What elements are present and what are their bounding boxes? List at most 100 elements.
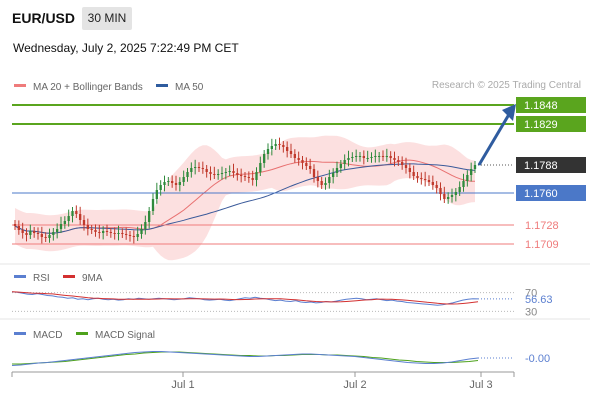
candle-body bbox=[186, 172, 189, 177]
candle-body bbox=[98, 232, 101, 233]
candle-body bbox=[289, 151, 293, 154]
candle-body bbox=[466, 175, 469, 181]
candle-body bbox=[462, 181, 465, 187]
level-label-1.1788: 1.1788 bbox=[524, 160, 558, 172]
candle-body bbox=[389, 156, 392, 158]
rsi-ma-line bbox=[11, 291, 479, 305]
candle-body bbox=[148, 211, 151, 222]
candle-body bbox=[416, 176, 419, 178]
candle-body bbox=[324, 183, 327, 185]
legend-swatch-macd-signal bbox=[76, 332, 88, 335]
timeframe-badge[interactable]: 30 MIN bbox=[82, 7, 132, 30]
candle-body bbox=[140, 229, 143, 234]
candle-body bbox=[266, 149, 270, 154]
candle-body bbox=[282, 145, 285, 147]
level-label-1.1760: 1.1760 bbox=[524, 188, 558, 200]
candle-body bbox=[309, 166, 312, 169]
candle-body bbox=[75, 211, 78, 214]
candle-body bbox=[190, 168, 193, 172]
candle-body bbox=[251, 178, 254, 180]
forecast-arrow-shaft bbox=[477, 110, 513, 166]
candle-body bbox=[228, 171, 231, 172]
research-credit: Research © 2025 Trading Central bbox=[431, 80, 581, 91]
candle-body bbox=[182, 177, 185, 182]
legend-swatch-rsi bbox=[14, 275, 26, 278]
candle-body bbox=[167, 181, 170, 182]
candle-body bbox=[335, 168, 339, 173]
candle-body bbox=[67, 216, 70, 221]
candle-body bbox=[366, 158, 369, 159]
candle-body bbox=[128, 235, 132, 236]
candle-body bbox=[13, 224, 17, 226]
macd-last-value: -0.00 bbox=[525, 353, 550, 365]
candle-body bbox=[36, 233, 40, 234]
candle-body bbox=[316, 177, 319, 181]
candle-body bbox=[213, 174, 216, 175]
legend-label-macd: MACD bbox=[33, 330, 62, 341]
candle-body bbox=[454, 192, 457, 195]
candle-body bbox=[59, 224, 63, 229]
candle-body bbox=[301, 160, 304, 163]
symbol-title: EUR/USD bbox=[12, 10, 76, 26]
candle-body bbox=[132, 236, 135, 237]
candle-body bbox=[155, 190, 158, 199]
candle-body bbox=[236, 173, 239, 175]
candle-body bbox=[347, 158, 350, 160]
candle-body bbox=[397, 160, 400, 162]
candle-body bbox=[163, 182, 166, 185]
candle-body bbox=[243, 176, 247, 177]
forecast-arrow-head bbox=[502, 104, 516, 121]
macd-line bbox=[11, 351, 479, 366]
candle-body bbox=[427, 180, 431, 182]
candle-body bbox=[25, 233, 28, 235]
candle-body bbox=[370, 157, 373, 158]
candle-body bbox=[293, 154, 296, 158]
candle-body bbox=[443, 194, 446, 199]
candle-body bbox=[312, 169, 316, 177]
candle-body bbox=[144, 222, 147, 229]
rsi-last-value: 56.63 bbox=[525, 294, 553, 306]
level-label-1.1709: 1.1709 bbox=[525, 239, 559, 251]
candle-body bbox=[29, 231, 32, 235]
rsi-level-label: 30 bbox=[525, 306, 537, 318]
candle-body bbox=[263, 154, 266, 163]
candle-body bbox=[220, 173, 224, 174]
candle-body bbox=[343, 160, 346, 164]
legend-label-rsi: RSI bbox=[33, 273, 50, 284]
bollinger-band bbox=[15, 135, 475, 261]
legend-swatch-ma50 bbox=[156, 84, 168, 87]
candle-body bbox=[121, 233, 124, 234]
legend-swatch-9ma bbox=[63, 275, 75, 278]
candle-body bbox=[232, 171, 235, 173]
candle-body bbox=[17, 226, 20, 230]
candle-body bbox=[447, 197, 450, 199]
candle-body bbox=[209, 172, 212, 174]
legend-swatch-ma20 bbox=[14, 84, 26, 87]
candle-body bbox=[44, 237, 47, 238]
candle-body bbox=[339, 164, 342, 168]
candle-body bbox=[109, 232, 112, 233]
legend-label-macd-signal: MACD Signal bbox=[95, 330, 155, 341]
candle-body bbox=[274, 144, 277, 146]
candle-body bbox=[320, 181, 323, 185]
candle-body bbox=[404, 165, 408, 168]
candle-body bbox=[174, 183, 178, 185]
candle-body bbox=[102, 231, 105, 233]
candle-body bbox=[117, 233, 120, 234]
candle-body bbox=[332, 173, 335, 177]
candle-body bbox=[408, 168, 411, 172]
legend-label-ma20: MA 20 + Bollinger Bands bbox=[33, 82, 143, 93]
candle-body bbox=[21, 230, 24, 233]
candle-body bbox=[90, 229, 93, 230]
candle-body bbox=[473, 165, 477, 169]
candle-body bbox=[105, 231, 109, 232]
candle-body bbox=[255, 172, 258, 180]
x-axis-label-jul-1: Jul 1 bbox=[171, 379, 194, 391]
candle-body bbox=[362, 156, 365, 158]
level-label-1.1829: 1.1829 bbox=[524, 119, 558, 131]
candle-body bbox=[40, 234, 43, 237]
candle-body bbox=[86, 225, 89, 229]
candle-body bbox=[247, 177, 250, 178]
candle-body bbox=[401, 162, 404, 165]
